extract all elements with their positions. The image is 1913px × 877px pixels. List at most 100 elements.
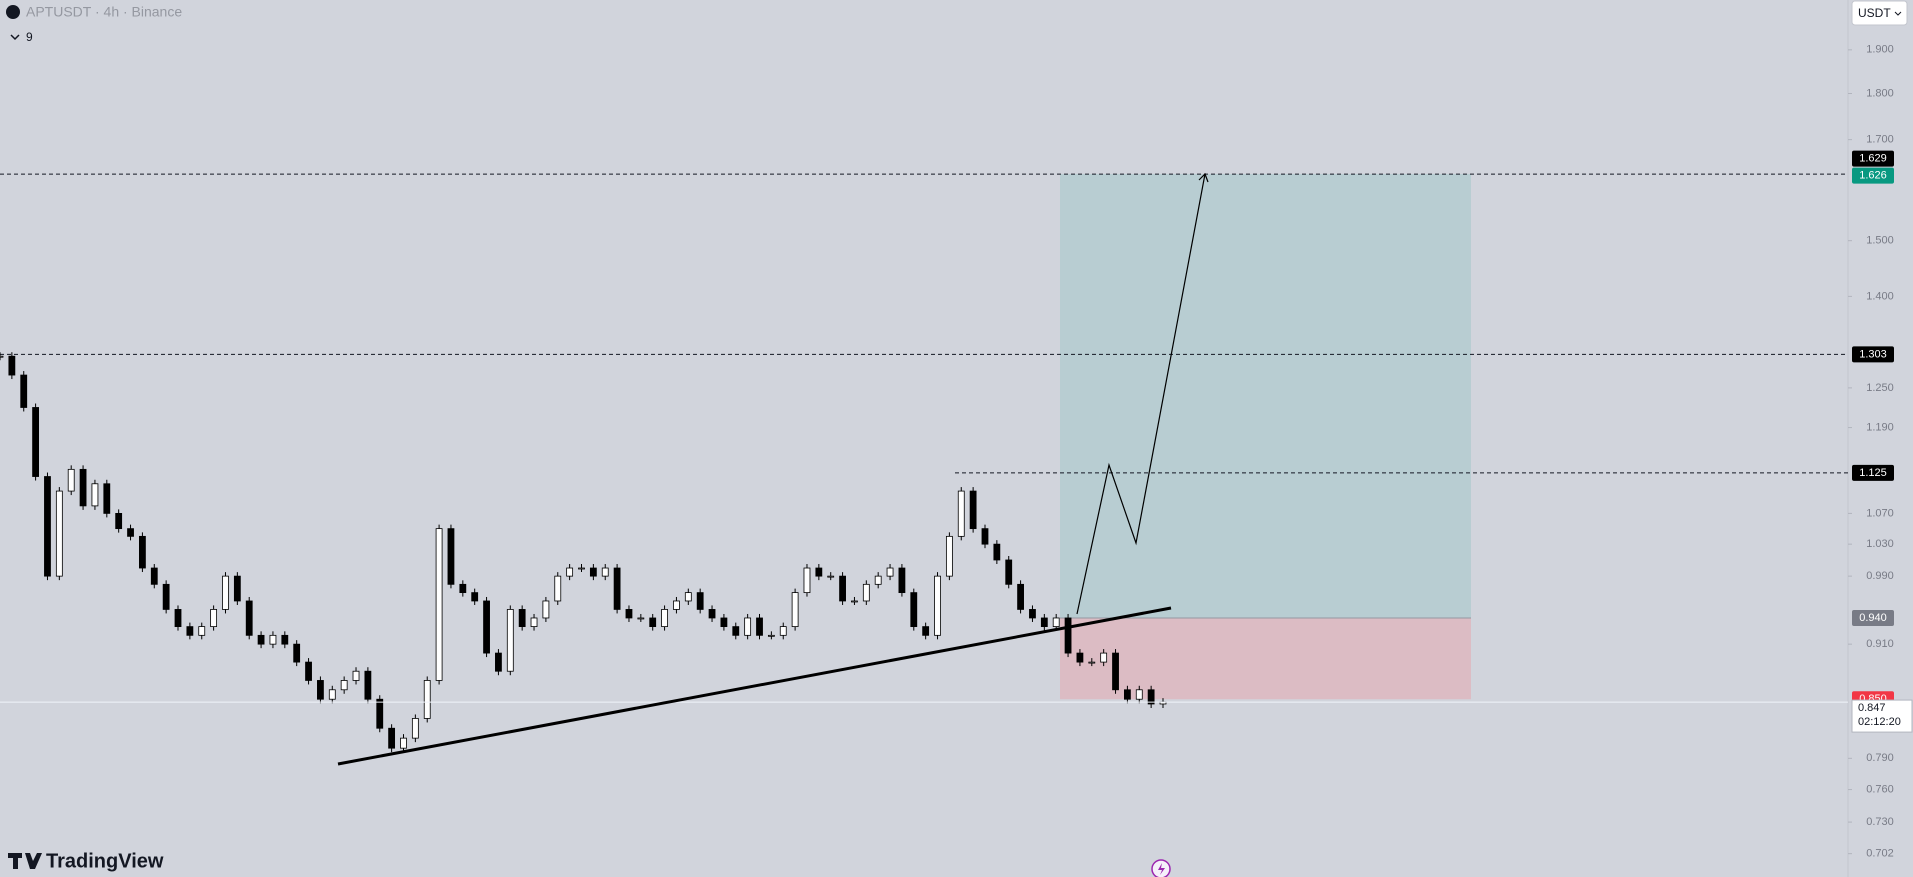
- candle: [827, 575, 835, 578]
- candle: [661, 609, 668, 628]
- y-tick-label: 0.990: [1866, 570, 1894, 582]
- candle: [1088, 661, 1096, 664]
- currency-label[interactable]: USDT: [1858, 6, 1891, 20]
- currency-button[interactable]: [1851, 0, 1908, 26]
- y-tick-label: 1.070: [1866, 507, 1894, 519]
- candle: [613, 567, 621, 610]
- candle: [1064, 617, 1072, 654]
- collapse-icon[interactable]: [10, 34, 20, 41]
- candle: [542, 600, 550, 619]
- candle: [139, 535, 146, 569]
- candle: [589, 567, 597, 577]
- loss-zone: [1060, 617, 1471, 700]
- projection-path: [1076, 173, 1206, 615]
- candle: [922, 626, 930, 636]
- candle: [756, 617, 763, 636]
- candle: [352, 670, 360, 681]
- flash-icon: [1158, 863, 1165, 875]
- candle: [305, 661, 312, 681]
- candle: [281, 634, 289, 645]
- y-tick-label: 1.800: [1866, 87, 1894, 99]
- price-tag-label: 1.629: [1859, 152, 1887, 164]
- candle: [245, 600, 253, 636]
- candle: [898, 567, 906, 594]
- price-tag-label: 1.125: [1859, 467, 1887, 479]
- y-tick-label: 1.900: [1866, 44, 1894, 56]
- candle: [423, 680, 431, 719]
- candle: [530, 617, 538, 628]
- y-tick-label: 0.702: [1866, 848, 1894, 860]
- candle: [1052, 617, 1060, 628]
- candle: [162, 583, 170, 610]
- candle: [1135, 689, 1143, 700]
- brand: TradingView: [46, 850, 164, 872]
- candle: [20, 374, 28, 408]
- candle: [32, 407, 40, 477]
- price-tag: [1852, 150, 1894, 167]
- candle: [791, 592, 799, 628]
- candle: [435, 528, 443, 681]
- candle: [696, 592, 704, 610]
- candle: [127, 528, 134, 537]
- candle: [981, 528, 989, 545]
- candle: [79, 468, 87, 507]
- candle: [779, 626, 787, 636]
- candle: [103, 483, 111, 514]
- candle: [803, 567, 811, 594]
- candle: [400, 737, 407, 749]
- candle: [957, 490, 965, 537]
- candle: [1005, 559, 1013, 585]
- candle: [91, 483, 99, 507]
- candle: [1100, 652, 1108, 663]
- candle: [566, 567, 574, 577]
- candle: [483, 600, 490, 654]
- trend-line: [337, 606, 1172, 766]
- candle: [1112, 652, 1119, 691]
- candle: [150, 567, 158, 585]
- y-tick-label: 0.730: [1866, 816, 1894, 828]
- y-tick-label: 0.760: [1866, 783, 1894, 795]
- candle: [447, 528, 455, 585]
- candle: [459, 583, 467, 594]
- candle: [222, 575, 229, 610]
- candle: [886, 567, 894, 577]
- candle: [1147, 689, 1155, 705]
- candle: [1040, 617, 1048, 628]
- candle: [257, 634, 265, 645]
- last-price-tag: [1851, 699, 1913, 733]
- candle: [744, 617, 752, 636]
- candle: [684, 592, 692, 602]
- currency-caret: [1894, 11, 1902, 16]
- candle: [874, 575, 882, 585]
- candle: [708, 609, 716, 619]
- candle: [1029, 609, 1036, 619]
- price-tag-label: 0.940: [1859, 612, 1887, 624]
- symbol-title: APTUSDT · 4h · Binance: [26, 4, 182, 20]
- candle: [67, 468, 75, 492]
- profit-zone: [1060, 174, 1471, 618]
- candle: [506, 609, 514, 672]
- candle: [174, 609, 182, 628]
- indicator-count[interactable]: 9: [26, 30, 33, 44]
- candle: [601, 567, 609, 577]
- candle: [767, 634, 775, 637]
- candle: [1017, 583, 1024, 610]
- candle: [495, 652, 502, 672]
- y-tick-label: 0.790: [1866, 752, 1894, 764]
- candle: [839, 575, 846, 602]
- symbol-icon: [6, 5, 20, 19]
- candle: [637, 617, 645, 620]
- price-tag: [1852, 609, 1894, 626]
- candle: [44, 476, 51, 577]
- candle: [554, 575, 562, 602]
- candle: [115, 512, 123, 530]
- candle: [673, 600, 680, 610]
- y-tick-label: 1.250: [1866, 382, 1894, 394]
- logo: TradingView: [8, 850, 164, 872]
- candle: [55, 490, 63, 577]
- plot: [0, 172, 1848, 766]
- y-tick-label: 1.500: [1866, 235, 1894, 247]
- logo-mark: [8, 853, 42, 869]
